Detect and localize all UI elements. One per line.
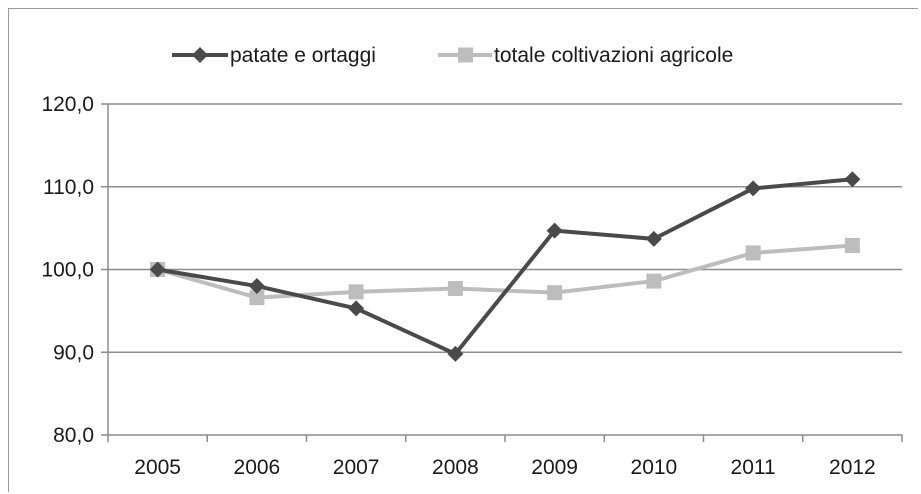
data-point-diamond <box>447 345 464 362</box>
data-point-diamond <box>844 171 861 188</box>
y-tick-label: 90,0 <box>53 341 94 364</box>
legend-entry-series-1: patate e ortaggi <box>172 44 376 67</box>
x-tick-label: 2007 <box>333 456 380 479</box>
y-tick-label: 100,0 <box>41 259 94 282</box>
data-point-diamond <box>248 278 265 295</box>
gridlines <box>108 103 902 353</box>
data-point-square <box>844 238 860 254</box>
data-point-square <box>348 284 364 300</box>
x-tick-label: 2008 <box>432 456 479 479</box>
data-point-diamond <box>745 180 762 197</box>
data-point-square <box>547 285 563 301</box>
y-tick-label: 80,0 <box>53 424 94 447</box>
data-point-square <box>447 281 463 297</box>
x-tick-label: 2006 <box>234 456 281 479</box>
y-tick-label: 120,0 <box>41 93 94 116</box>
legend-label-series-2: totale coltivazioni agricole <box>494 44 733 67</box>
series-line-1 <box>157 177 853 356</box>
legend-label-series-1: patate e ortaggi <box>230 44 376 67</box>
data-point-diamond <box>348 300 365 317</box>
axes: 80,0 90,0 100,0 110,0 120,0 2005 2006 2007 2008 2… <box>41 93 903 479</box>
data-point-square <box>646 273 662 289</box>
x-tick-label: 2010 <box>631 456 678 479</box>
data-point-square <box>745 245 761 261</box>
x-tick-label: 2005 <box>134 456 181 479</box>
series-layer <box>149 171 861 362</box>
x-tick-label: 2011 <box>731 456 776 479</box>
y-tick-label: 110,0 <box>43 176 94 199</box>
legend-entry-series-2: totale coltivazioni agricole <box>438 44 733 67</box>
legend-marker-diamond <box>192 47 208 63</box>
legend: patate e ortaggi totale coltivazioni agr… <box>172 44 733 67</box>
data-point-square <box>249 290 265 306</box>
legend-marker-square <box>458 47 473 63</box>
data-point-diamond <box>546 222 563 239</box>
chart-frame <box>8 8 918 492</box>
data-point-diamond <box>149 261 166 278</box>
data-point-diamond <box>645 230 662 247</box>
x-tick-label: 2012 <box>829 456 876 479</box>
x-tick-label: 2009 <box>531 456 578 479</box>
